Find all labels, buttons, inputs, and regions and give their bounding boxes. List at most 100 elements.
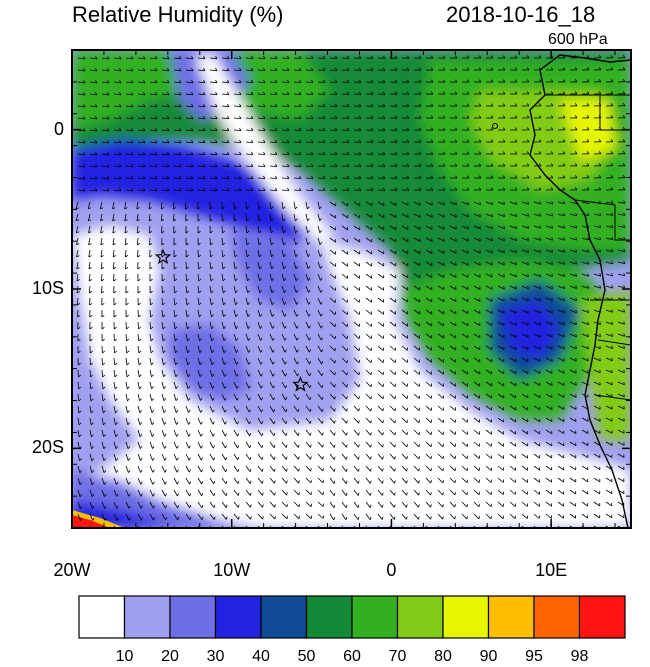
wind-barb <box>485 333 493 338</box>
wind-barb <box>557 417 565 422</box>
wind-barb <box>257 429 263 437</box>
wind-barb <box>185 57 194 60</box>
wind-barb-feather <box>623 381 625 385</box>
wind-barb-feather <box>287 79 290 83</box>
wind-barb-feather <box>131 152 134 156</box>
wind-barb <box>88 261 91 269</box>
wind-barb-feather <box>237 445 240 449</box>
wind-barb <box>269 453 275 460</box>
wind-barb-feather <box>394 139 398 143</box>
wind-barb-feather <box>203 79 206 83</box>
wind-barb-feather <box>77 303 81 306</box>
wind-barb <box>269 513 276 520</box>
wind-barb <box>329 393 335 400</box>
wind-barb <box>353 333 360 339</box>
wind-barb <box>173 81 182 84</box>
wind-barb-feather <box>539 273 541 277</box>
wind-barb <box>353 501 359 508</box>
wind-barb-feather <box>622 91 626 94</box>
wind-barb <box>149 105 157 108</box>
wind-barb-feather <box>430 187 434 191</box>
wind-barb <box>281 525 285 528</box>
wind-barb <box>533 273 541 278</box>
wind-barb-feather <box>113 326 117 330</box>
wind-barb <box>353 225 361 231</box>
wind-barb-feather <box>187 385 191 389</box>
wind-barb-feather <box>370 408 372 412</box>
colorbar-label: 40 <box>252 648 270 665</box>
wind-barb <box>497 225 505 230</box>
wind-barb <box>497 477 504 483</box>
wind-barb <box>509 453 516 459</box>
wind-barb <box>329 369 336 376</box>
wind-barb-feather <box>491 201 493 205</box>
wind-barb <box>377 225 385 231</box>
wind-barb <box>245 501 251 508</box>
wind-barb <box>305 393 311 401</box>
wind-barb-feather <box>307 242 311 246</box>
wind-barb-feather <box>575 261 577 265</box>
wind-barb <box>148 201 151 209</box>
wind-barb-feather <box>100 207 104 210</box>
wind-barb-feather <box>203 163 206 167</box>
wind-barb-feather <box>430 103 434 107</box>
wind-barb <box>209 57 218 60</box>
wind-barb-feather <box>347 79 350 83</box>
wind-barb-feather <box>598 151 602 154</box>
wind-barb <box>521 237 529 241</box>
wind-barb-feather <box>210 242 213 246</box>
wind-barb-feather <box>622 175 626 178</box>
wind-barb <box>569 357 577 362</box>
wind-barb-feather <box>249 444 252 449</box>
colorbar-label: 10 <box>115 648 134 665</box>
wind-barb-feather <box>239 163 242 167</box>
wind-barb <box>485 405 492 411</box>
wind-barb <box>269 81 278 83</box>
wind-barb <box>317 237 321 245</box>
wind-barb <box>377 273 384 279</box>
wind-barb-feather <box>515 261 517 265</box>
wind-barb <box>353 369 360 376</box>
wind-barb <box>221 117 230 120</box>
wind-barb <box>461 273 469 278</box>
wind-barb <box>257 81 266 83</box>
wind-barb-feather <box>454 91 458 95</box>
wind-barb-feather <box>155 140 158 144</box>
wind-barb-feather <box>311 115 314 119</box>
wind-barb <box>425 489 431 496</box>
wind-barb-feather <box>514 55 518 59</box>
wind-barb-feather <box>334 372 336 376</box>
wind-barb-feather <box>263 91 266 95</box>
wind-barb <box>401 249 409 255</box>
wind-barb-feather <box>272 337 275 341</box>
wind-barb <box>221 189 230 192</box>
wind-barb-feather <box>502 115 506 119</box>
wind-barb <box>293 213 296 221</box>
wind-barb <box>257 117 266 119</box>
wind-barb <box>581 357 589 362</box>
wind-barb-feather <box>286 492 288 496</box>
wind-barb <box>353 381 360 388</box>
wind-barb <box>113 165 121 168</box>
wind-barb-feather <box>249 421 252 425</box>
wind-barb-feather <box>611 273 614 277</box>
wind-barb-feather <box>224 421 227 425</box>
wind-barb-feather <box>173 219 177 222</box>
wind-barb <box>293 165 302 167</box>
wind-barb <box>209 117 218 120</box>
wind-barb <box>497 441 504 447</box>
wind-barb <box>413 489 419 496</box>
wind-barb <box>173 429 177 437</box>
wind-barb-feather <box>187 397 191 401</box>
wind-barb-feather <box>550 91 554 95</box>
wind-barb <box>209 525 213 528</box>
wind-barb-feather <box>100 219 104 222</box>
wind-barb <box>281 69 290 71</box>
wind-barb-feather <box>622 79 626 82</box>
wind-barb <box>257 261 260 269</box>
wind-barb <box>509 273 517 278</box>
wind-barb <box>281 333 286 341</box>
wind-barb <box>149 429 153 437</box>
wind-barb-feather <box>188 409 191 413</box>
wind-barb-feather <box>236 385 239 389</box>
